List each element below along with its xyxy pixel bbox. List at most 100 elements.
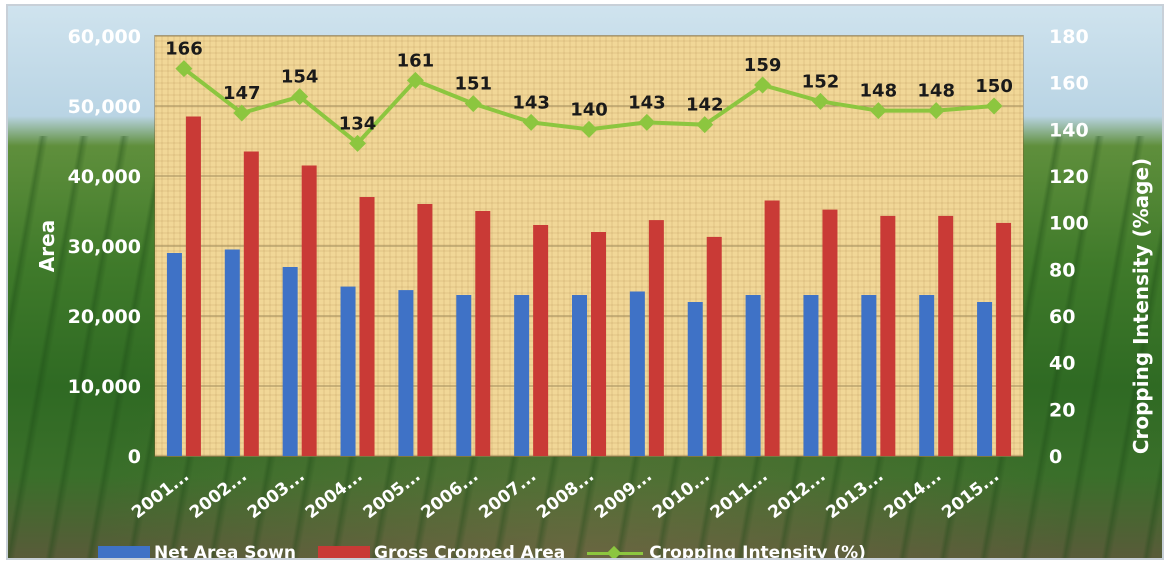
y2-tick-label: 0 — [1049, 446, 1062, 468]
data-label: 142 — [686, 95, 724, 116]
x-axis-ticks: 2001...2002...2003...2004...2005...2006.… — [128, 466, 1003, 523]
bar-gross-cropped-area — [706, 236, 722, 456]
data-label: 148 — [917, 81, 955, 102]
bar-gross-cropped-area — [359, 197, 375, 456]
bar-gross-cropped-area — [591, 232, 606, 456]
x-tick-label: 2010... — [649, 466, 714, 523]
data-label: 134 — [339, 113, 377, 134]
x-tick-label: 2005... — [360, 466, 425, 523]
x-tick-label: 2012... — [765, 466, 830, 523]
line-marker — [580, 120, 598, 138]
data-label: 143 — [512, 92, 550, 113]
line-marker — [927, 102, 945, 120]
bar-net-area-sown — [282, 267, 298, 456]
bar-net-area-sown — [919, 295, 935, 456]
data-label: 161 — [397, 50, 435, 71]
line-marker — [291, 88, 309, 106]
y2-tick-label: 40 — [1049, 353, 1075, 375]
legend-swatch-cropping-intensity — [587, 546, 644, 558]
y2-tick-label: 160 — [1049, 73, 1089, 95]
left-axis-ticks: 0 10,000 20,000 30,000 40,000 50,000 60,000 — [68, 26, 141, 468]
data-label: 166 — [165, 39, 203, 60]
line-marker — [754, 76, 772, 94]
legend-swatch-gross-area — [318, 546, 370, 558]
y2-tick-label: 80 — [1049, 259, 1075, 281]
data-label: 140 — [570, 99, 608, 120]
line-marker — [638, 113, 656, 131]
bar-gross-cropped-area — [880, 215, 896, 456]
bar-gross-cropped-area — [533, 225, 549, 456]
bar-gross-cropped-area — [764, 200, 780, 456]
x-tick-label: 2008... — [533, 466, 598, 523]
bar-net-area-sown — [977, 302, 993, 456]
line-series — [175, 60, 1003, 152]
y-tick-label: 60,000 — [68, 26, 141, 48]
line-marker — [349, 134, 367, 152]
data-label: 159 — [744, 55, 782, 76]
legend-label-cropping-intensity: Cropping Intensity (%) — [649, 543, 866, 560]
bar-net-area-sown — [340, 286, 356, 456]
legend-label-net-area: Net Area Sown — [154, 543, 296, 560]
bar-net-area-sown — [745, 295, 761, 456]
x-tick-label: 2014... — [880, 466, 945, 523]
bar-net-area-sown — [803, 295, 819, 456]
bar-gross-cropped-area — [185, 116, 201, 456]
line-marker — [696, 116, 714, 134]
bar-gross-cropped-area — [243, 151, 259, 456]
bar-net-area-sown — [687, 302, 703, 456]
bar-net-area-sown — [514, 295, 530, 456]
x-tick-label: 2006... — [417, 466, 482, 523]
bar-gross-cropped-area — [417, 204, 433, 456]
y-tick-label: 20,000 — [68, 306, 141, 328]
line-marker — [233, 104, 251, 122]
bar-net-area-sown — [456, 295, 472, 456]
line-marker — [406, 71, 424, 89]
y-tick-label: 50,000 — [68, 96, 141, 118]
bar-gross-cropped-area — [938, 215, 954, 456]
legend-item-gross-area: Gross Cropped Area — [318, 543, 566, 560]
y2-tick-label: 140 — [1049, 119, 1089, 141]
y2-tick-label: 100 — [1049, 213, 1089, 235]
bar-gross-cropped-area — [301, 165, 317, 456]
data-label: 150 — [975, 76, 1013, 97]
legend-label-gross-area: Gross Cropped Area — [374, 543, 566, 560]
x-tick-label: 2015... — [938, 466, 1003, 523]
legend-item-cropping-intensity: Cropping Intensity (%) — [587, 543, 866, 560]
legend: Net Area Sown Gross Cropped Area Croppin… — [98, 541, 888, 560]
data-label: 148 — [860, 81, 898, 102]
data-labels: 166 147 154 134 161 151 143 140 143 142 159 152 148 1… — [165, 39, 1013, 135]
data-label: 143 — [628, 92, 666, 113]
data-label: 154 — [281, 67, 319, 88]
bar-gross-cropped-area — [475, 211, 491, 456]
line-marker — [985, 97, 1003, 115]
data-label: 151 — [454, 74, 492, 95]
data-label: 147 — [223, 83, 261, 104]
y-tick-label: 40,000 — [68, 166, 141, 188]
x-tick-label: 2009... — [591, 466, 656, 523]
y2-tick-label: 60 — [1049, 306, 1075, 328]
bar-net-area-sown — [572, 295, 587, 456]
bar-net-area-sown — [629, 291, 645, 456]
y-tick-label: 10,000 — [68, 376, 141, 398]
x-tick-label: 2007... — [475, 466, 540, 523]
line-marker — [522, 113, 540, 131]
legend-swatch-net-area — [98, 546, 150, 558]
x-tick-label: 2011... — [707, 466, 772, 523]
right-axis-ticks: 0 20 40 60 80 100 120 140 160 180 — [1049, 26, 1089, 468]
bar-net-area-sown — [224, 249, 240, 456]
x-tick-label: 2013... — [823, 466, 888, 523]
bar-net-area-sown — [398, 290, 414, 456]
x-tick-label: 2002... — [186, 466, 251, 523]
y2-tick-label: 20 — [1049, 399, 1075, 421]
x-tick-label: 2003... — [244, 466, 309, 523]
line-marker — [464, 95, 482, 113]
x-tick-label: 2001... — [128, 466, 193, 523]
y2-tick-label: 120 — [1049, 166, 1089, 188]
y2-tick-label: 180 — [1049, 26, 1089, 48]
y-tick-label: 30,000 — [68, 236, 141, 258]
line-marker — [811, 92, 829, 110]
line-marker — [869, 102, 887, 120]
y-axis-title: Area — [35, 220, 59, 272]
chart-frame: 166 147 154 134 161 151 143 140 143 142 159 152 148 1… — [6, 4, 1164, 560]
bar-gross-cropped-area — [822, 209, 838, 456]
